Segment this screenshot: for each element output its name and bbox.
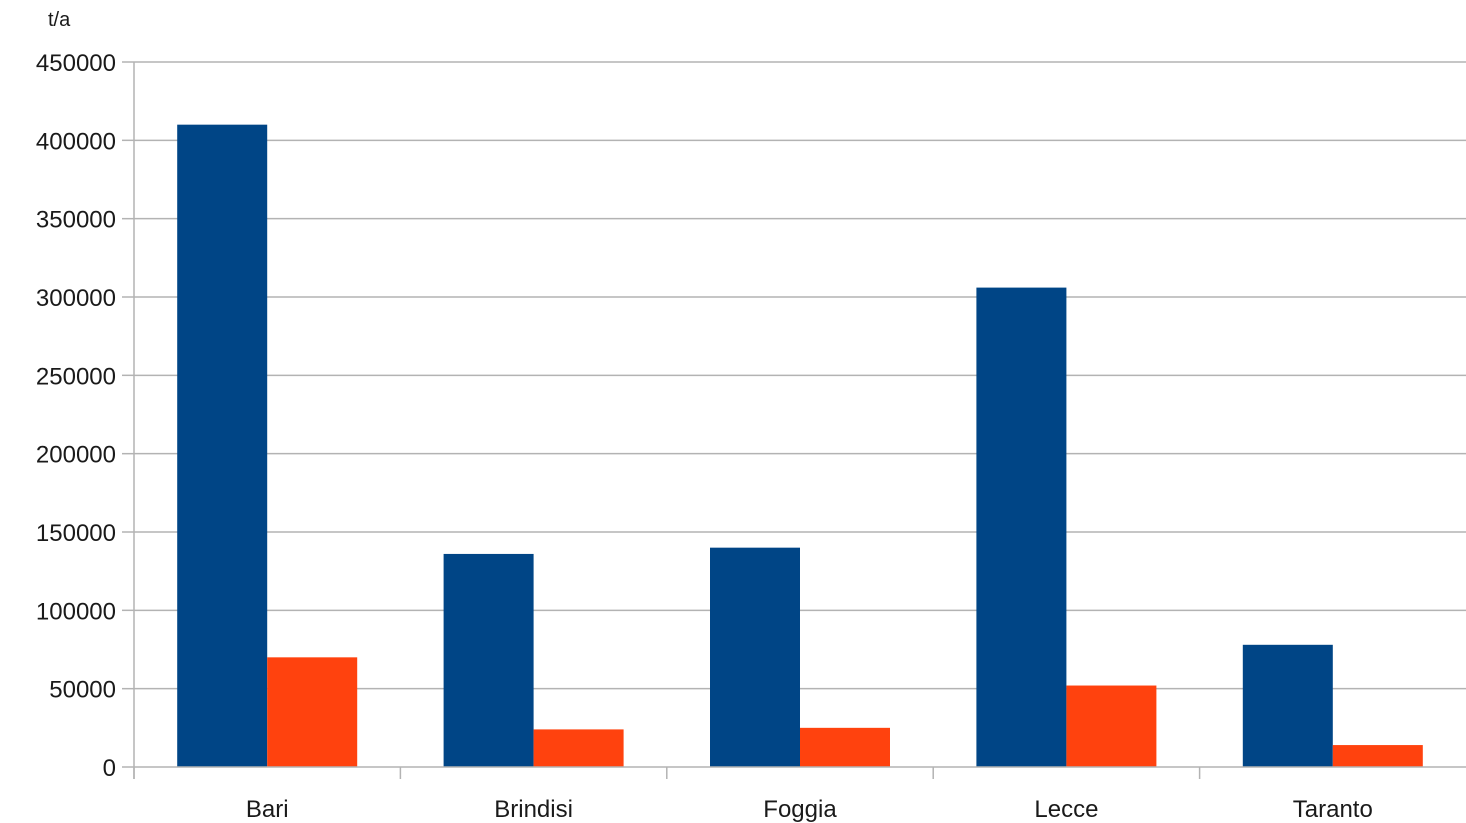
- bar-brindisi-series-1: [443, 553, 534, 767]
- bar-brindisi-series-2: [533, 729, 624, 767]
- x-category-label: Bari: [246, 796, 289, 823]
- bar-bari-series-1: [177, 124, 268, 767]
- axes: [122, 61, 1466, 779]
- y-tick-label: 450000: [36, 50, 116, 77]
- bar-taranto-series-1: [1242, 644, 1333, 767]
- y-tick-label: 150000: [36, 520, 116, 547]
- bar-foggia-series-2: [800, 727, 890, 767]
- y-tick-label: 300000: [36, 285, 116, 312]
- bar-bari-series-2: [267, 657, 358, 767]
- x-axis-category-labels: Bari Brindisi Foggia Lecce Taranto: [246, 796, 1373, 823]
- x-category-label: Taranto: [1293, 796, 1373, 823]
- x-category-label: Lecce: [1034, 796, 1098, 823]
- y-tick-label: 50000: [49, 677, 116, 704]
- bar-taranto-series-2: [1332, 745, 1423, 767]
- bars: [177, 124, 1423, 767]
- bar-lecce-series-2: [1066, 685, 1157, 767]
- y-tick-label: 250000: [36, 363, 116, 390]
- y-tick-label: 200000: [36, 442, 116, 469]
- y-tick-label: 350000: [36, 207, 116, 234]
- y-tick-label: 100000: [36, 598, 116, 625]
- bar-foggia-series-1: [710, 547, 800, 767]
- bar-lecce-series-1: [976, 287, 1067, 767]
- x-category-label: Foggia: [763, 796, 837, 823]
- gridlines: [134, 61, 1466, 690]
- y-axis-unit-label: t/a: [48, 9, 71, 31]
- y-tick-label: 400000: [36, 128, 116, 155]
- y-axis-tick-labels: 0 50000 100000 150000 200000 250000 300000 3500…: [36, 50, 116, 782]
- y-tick-label: 0: [103, 755, 116, 782]
- x-category-label: Brindisi: [494, 796, 573, 823]
